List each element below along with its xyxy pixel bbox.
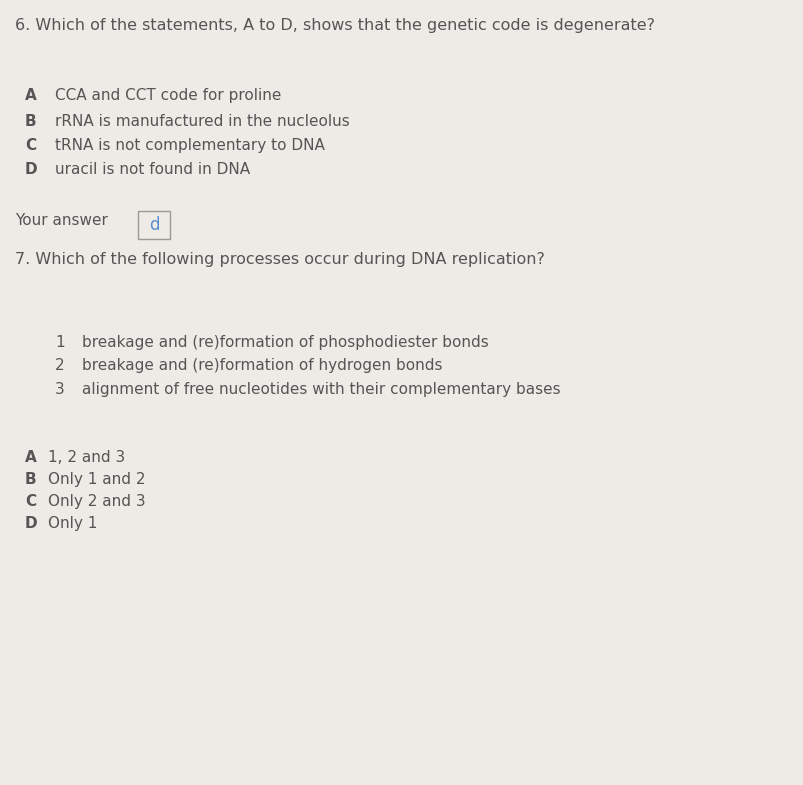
Text: tRNA is not complementary to DNA: tRNA is not complementary to DNA xyxy=(55,138,324,153)
Text: uracil is not found in DNA: uracil is not found in DNA xyxy=(55,162,250,177)
Text: 1: 1 xyxy=(55,335,64,350)
Text: 7. Which of the following processes occur during DNA replication?: 7. Which of the following processes occu… xyxy=(15,252,544,267)
Text: alignment of free nucleotides with their complementary bases: alignment of free nucleotides with their… xyxy=(82,382,560,397)
Text: Only 1 and 2: Only 1 and 2 xyxy=(48,472,145,487)
Text: 3: 3 xyxy=(55,382,65,397)
Text: 6. Which of the statements, A to D, shows that the genetic code is degenerate?: 6. Which of the statements, A to D, show… xyxy=(15,18,654,33)
Text: C: C xyxy=(25,494,36,509)
Text: rRNA is manufactured in the nucleolus: rRNA is manufactured in the nucleolus xyxy=(55,114,349,129)
Text: D: D xyxy=(25,516,38,531)
Text: 2: 2 xyxy=(55,358,64,373)
Text: B: B xyxy=(25,472,37,487)
Text: Only 2 and 3: Only 2 and 3 xyxy=(48,494,145,509)
Text: breakage and (re)formation of phosphodiester bonds: breakage and (re)formation of phosphodie… xyxy=(82,335,488,350)
Text: A: A xyxy=(25,88,37,103)
Text: 1, 2 and 3: 1, 2 and 3 xyxy=(48,450,125,465)
Text: breakage and (re)formation of hydrogen bonds: breakage and (re)formation of hydrogen b… xyxy=(82,358,442,373)
Text: d: d xyxy=(149,216,159,234)
Text: CCA and CCT code for proline: CCA and CCT code for proline xyxy=(55,88,281,103)
Text: Only 1: Only 1 xyxy=(48,516,97,531)
Text: B: B xyxy=(25,114,37,129)
Bar xyxy=(138,211,169,239)
Text: Your answer: Your answer xyxy=(15,213,108,228)
Text: D: D xyxy=(25,162,38,177)
Text: A: A xyxy=(25,450,37,465)
Text: C: C xyxy=(25,138,36,153)
